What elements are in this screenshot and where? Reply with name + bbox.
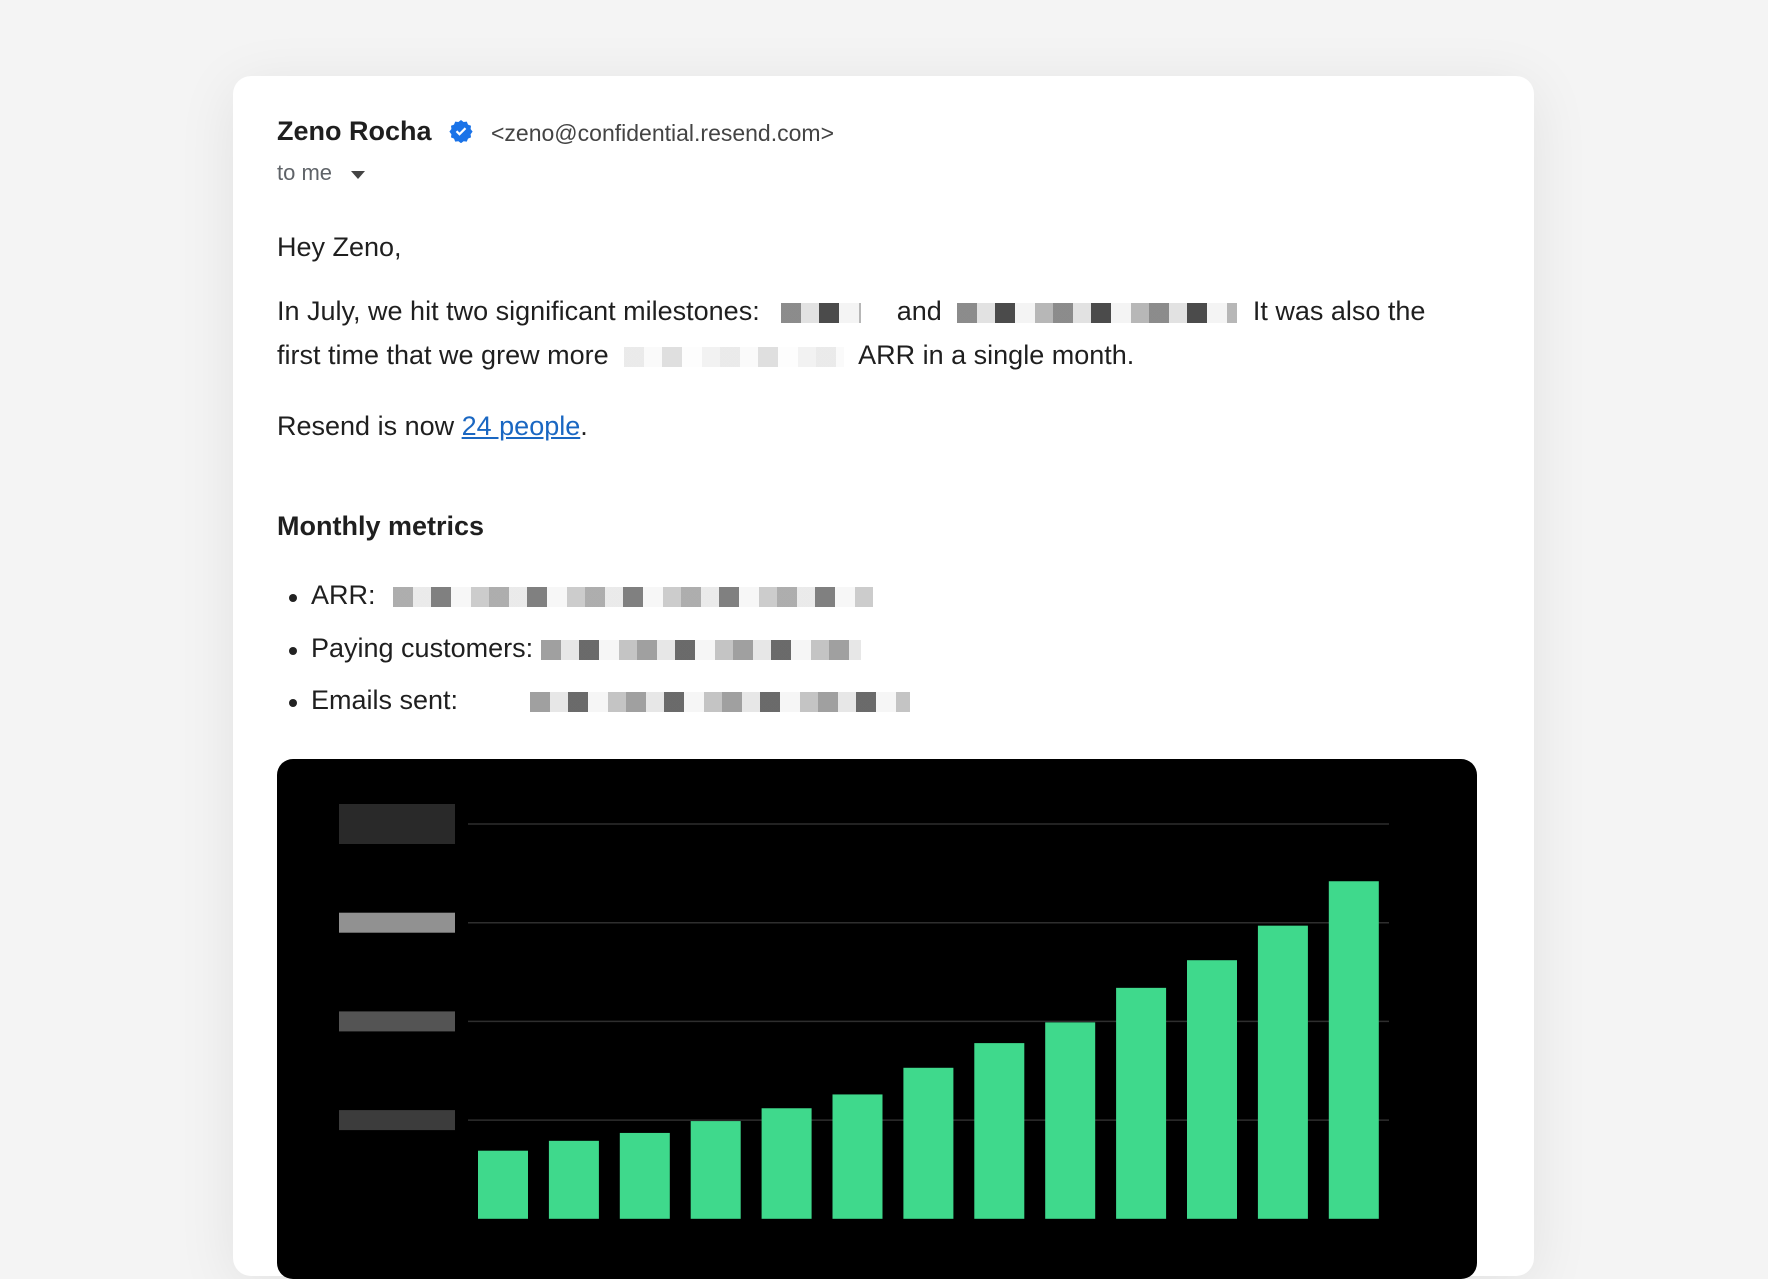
verified-badge-icon xyxy=(449,120,473,143)
bar xyxy=(1257,925,1308,1219)
redacted-text xyxy=(781,302,862,323)
sender-email: <zeno@confidential.resend.com> xyxy=(491,120,835,146)
monthly-chart xyxy=(277,759,1477,1279)
bar xyxy=(548,1140,599,1219)
redacted-text xyxy=(624,346,845,367)
p1-start: In July, we hit two significant mileston… xyxy=(277,296,760,326)
metric-arr: ARR: xyxy=(288,580,874,611)
metric-paying-customers: Paying customers: xyxy=(289,633,861,664)
metric-label: Paying customers: xyxy=(311,633,534,663)
bar xyxy=(619,1132,670,1219)
bar xyxy=(832,1094,883,1219)
metric-label: ARR: xyxy=(311,580,376,610)
redacted-text xyxy=(393,586,874,607)
y-tick-label-redacted xyxy=(339,1110,455,1131)
y-tick-label-redacted xyxy=(339,912,455,933)
recipient-label[interactable]: to me xyxy=(277,160,333,185)
bar xyxy=(690,1121,741,1219)
p1-and: and xyxy=(896,296,942,326)
bar xyxy=(1328,881,1379,1219)
p1-end: It was also the xyxy=(1252,296,1426,326)
redacted-text xyxy=(529,691,910,712)
p2-start: first time that we grew more xyxy=(277,340,609,370)
paragraph-2: Resend is now 24 people. xyxy=(277,411,588,442)
y-tick-label-redacted xyxy=(339,1011,455,1032)
bar xyxy=(903,1067,954,1219)
p2-end: ARR in a single month. xyxy=(858,340,1135,370)
caret-down-icon[interactable] xyxy=(351,171,365,179)
bar xyxy=(1116,987,1167,1219)
bar xyxy=(1187,960,1237,1219)
sender-name: Zeno Rocha xyxy=(277,116,432,146)
email-card: Zeno Rocha <zeno@confidential.resend.com… xyxy=(233,76,1534,1279)
bar xyxy=(974,1043,1025,1219)
metric-emails-sent: Emails sent: xyxy=(289,685,910,716)
bar xyxy=(478,1150,528,1219)
y-tick-label-redacted xyxy=(339,804,455,844)
redacted-text xyxy=(540,639,861,660)
bar-chart xyxy=(339,804,1389,1219)
metrics-heading: Monthly metrics xyxy=(277,511,485,541)
p3-start: Resend is now xyxy=(277,411,455,441)
paragraph-1-line-2: first time that we grew more ARR in a si… xyxy=(277,340,1134,371)
greeting: Hey Zeno, xyxy=(277,232,402,262)
p3-end: . xyxy=(580,411,588,441)
paragraph-1-line-1: In July, we hit two significant mileston… xyxy=(277,296,1425,327)
redacted-text xyxy=(957,302,1238,323)
bar xyxy=(761,1108,812,1219)
bar xyxy=(1045,1022,1096,1219)
team-link[interactable]: 24 people xyxy=(461,411,581,441)
metric-label: Emails sent: xyxy=(311,685,459,715)
